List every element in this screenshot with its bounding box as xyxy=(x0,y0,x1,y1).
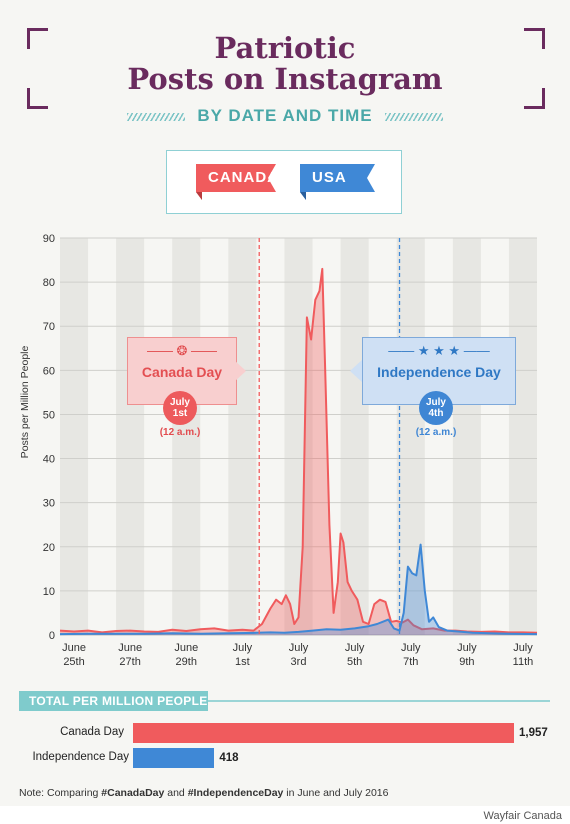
totals-value-canada: 1,957 xyxy=(519,727,548,739)
totals-label-canada: Canada Day xyxy=(60,726,124,738)
footnote-middle: and xyxy=(164,787,188,799)
canada-badge-time: (12 a.m.) xyxy=(159,427,201,438)
hatch-decoration-right xyxy=(385,112,444,121)
day-band xyxy=(60,238,89,635)
x-tick-label-month: June xyxy=(118,642,142,654)
independence-day-callout: —— ★ ★ ★ —— Independence Day xyxy=(362,337,516,405)
x-tick-label-month: July xyxy=(233,642,253,654)
x-tick-label-day: 25th xyxy=(63,656,84,668)
x-tick-label-month: July xyxy=(401,642,421,654)
canada-day-callout: —— ❂ —— Canada Day xyxy=(127,337,237,405)
y-tick-label: 40 xyxy=(43,454,55,466)
legend-item-canada: CANADA xyxy=(196,164,279,200)
x-tick-label-month: June xyxy=(62,642,86,654)
canada-banner-icon xyxy=(196,164,276,200)
legend-label-usa: USA xyxy=(312,169,347,186)
totals-label-independence: Independence Day xyxy=(32,751,129,763)
canada-date-badge: July 1st xyxy=(163,391,197,425)
x-tick-label-month: July xyxy=(289,642,309,654)
title-line-2: Posts on Instagram xyxy=(127,62,443,96)
usa-badge-time: (12 a.m.) xyxy=(415,427,457,438)
totals-divider xyxy=(208,700,550,702)
independence-day-callout-label: Independence Day xyxy=(377,364,501,380)
footnote-tag-canada: #CanadaDay xyxy=(101,787,165,799)
legend-item-usa: USA xyxy=(300,164,375,200)
canada-day-callout-label: Canada Day xyxy=(141,364,223,380)
usa-badge-day: 4th xyxy=(428,408,444,419)
source-credit: Wayfair Canada xyxy=(483,810,562,822)
infographic-card: Patriotic Posts on Instagram BY DATE AND… xyxy=(0,0,570,806)
corner-bracket-bottom-right xyxy=(524,88,545,109)
legend-label-canada: CANADA xyxy=(208,169,279,186)
y-tick-label: 80 xyxy=(43,277,55,289)
footnote: Note: Comparing #CanadaDay and #Independ… xyxy=(19,787,388,799)
y-tick-label: 10 xyxy=(43,586,55,598)
corner-bracket-top-right xyxy=(524,28,545,49)
subtitle: BY DATE AND TIME xyxy=(197,106,373,125)
day-band xyxy=(452,238,481,635)
day-band xyxy=(116,238,145,635)
usa-date-badge: July 4th xyxy=(419,391,453,425)
y-tick-label: 60 xyxy=(43,365,55,377)
series-line-usa xyxy=(59,543,538,636)
usa-banner-icon xyxy=(300,164,375,200)
series-line-canada xyxy=(59,267,538,634)
usa-badge-month: July xyxy=(425,397,446,408)
x-tick-label-day: 7th xyxy=(403,656,418,668)
day-band xyxy=(172,238,201,635)
x-tick-label-day: 1st xyxy=(235,656,250,668)
totals-bar-canada xyxy=(133,723,514,743)
footnote-tag-independence: #IndependenceDay xyxy=(187,787,284,799)
line-chart: 0 10 20 30 40 50 60 70 80 90 June 25th June 27th June… xyxy=(19,233,538,668)
corner-bracket-bottom-left xyxy=(27,88,48,109)
day-band xyxy=(396,238,425,635)
corner-bracket-top-left xyxy=(27,28,48,49)
day-band xyxy=(284,238,313,635)
totals-header: TOTAL PER MILLION PEOPLE xyxy=(19,691,208,711)
canada-badge-month: July xyxy=(169,397,190,408)
y-tick-label: 90 xyxy=(43,233,55,245)
y-tick-label: 0 xyxy=(49,630,55,642)
x-tick-label-day: 11th xyxy=(513,656,534,668)
x-tick-label-month: June xyxy=(174,642,198,654)
x-tick-label-day: 5th xyxy=(347,656,362,668)
usa-callout-pointer xyxy=(350,360,362,382)
x-tick-label-month: July xyxy=(457,642,477,654)
y-tick-label: 30 xyxy=(43,498,55,510)
x-tick-label-day: 29th xyxy=(176,656,197,668)
canada-callout-pointer xyxy=(234,360,246,382)
y-tick-label: 50 xyxy=(43,409,55,421)
totals-bar-independence xyxy=(133,748,215,768)
maple-leaf-icon: —— ❂ —— xyxy=(146,343,218,358)
y-axis-label: Posts per Million People xyxy=(19,346,31,459)
day-band xyxy=(228,238,257,635)
title-line-1: Patriotic xyxy=(214,31,356,65)
x-tick-label-day: 3rd xyxy=(291,656,307,668)
legend: CANADA USA xyxy=(166,150,402,214)
stars-icon: —— ★ ★ ★ —— xyxy=(388,343,490,358)
canada-badge-day: 1st xyxy=(172,408,188,419)
footnote-suffix: in June and July 2016 xyxy=(283,787,389,799)
footnote-prefix: Note: Comparing xyxy=(19,787,102,799)
x-tick-label-day: 9th xyxy=(459,656,474,668)
day-band xyxy=(508,238,537,635)
x-tick-label-month: July xyxy=(513,642,533,654)
y-tick-label: 70 xyxy=(43,321,55,333)
x-tick-label-day: 27th xyxy=(119,656,140,668)
totals-value-independence: 418 xyxy=(219,752,239,764)
y-tick-label: 20 xyxy=(43,542,55,554)
hatch-decoration-left xyxy=(126,112,185,121)
subtitle-row: BY DATE AND TIME xyxy=(0,106,570,126)
x-tick-label-month: July xyxy=(345,642,365,654)
